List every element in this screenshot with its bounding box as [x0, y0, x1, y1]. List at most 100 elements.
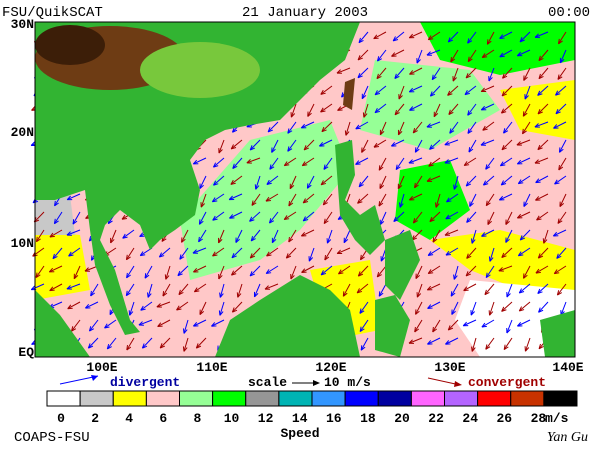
land: [385, 230, 420, 300]
speed-region: [35, 230, 90, 300]
colorbar-tick-label: 6: [159, 411, 167, 426]
wind-arrowhead: [121, 214, 128, 220]
wind-arrowhead: [469, 201, 474, 207]
wind-arrow: [397, 121, 405, 136]
wind-arrow: [414, 139, 423, 153]
wind-arrowhead: [429, 91, 436, 97]
wind-arrow: [357, 49, 369, 61]
wind-arrow: [517, 157, 531, 165]
wind-arrow: [556, 283, 567, 296]
wind-arrow: [398, 85, 405, 100]
wind-arrowhead: [193, 267, 199, 273]
wind-arrowhead: [521, 128, 527, 135]
wind-arrow: [287, 139, 297, 152]
wind-arrow: [218, 265, 225, 280]
land: [335, 140, 385, 255]
wind-arrow: [125, 283, 135, 296]
wind-arrow: [485, 157, 495, 170]
wind-arrow: [49, 265, 63, 273]
wind-arrowhead: [556, 253, 562, 259]
wind-arrow: [231, 265, 243, 276]
wind-arrow: [451, 301, 459, 315]
wind-arrowhead: [409, 106, 415, 111]
wind-arrowhead: [470, 238, 476, 244]
wind-arrow: [301, 121, 315, 129]
wind-arrow: [465, 175, 477, 187]
wind-arrow: [144, 265, 153, 279]
wind-arrow: [448, 103, 459, 115]
wind-arrow: [159, 247, 171, 258]
colorbar-box: [311, 390, 346, 407]
wind-arrow: [361, 139, 369, 153]
wind-arrowhead: [467, 110, 473, 116]
wind-arrowhead: [394, 109, 400, 116]
wind-arrowhead: [176, 305, 182, 311]
wind-arrow: [524, 337, 531, 352]
wind-arrowhead: [517, 322, 523, 327]
wind-arrowhead: [266, 179, 272, 185]
wind-arrow: [427, 283, 441, 291]
wind-arrow: [35, 265, 45, 278]
wind-arrow: [181, 229, 189, 243]
wind-arrowhead: [379, 129, 385, 136]
legend-scale-value: 10 m/s: [324, 375, 371, 390]
wind-arrowhead: [485, 344, 491, 350]
wind-arrow: [518, 175, 531, 185]
wind-arrowhead: [35, 272, 41, 278]
wind-arrowhead: [232, 163, 238, 169]
wind-arrowhead: [480, 105, 487, 111]
colorbar-tick-label: 10: [224, 411, 240, 426]
wind-arrowhead: [523, 201, 528, 207]
wind-arrowhead: [357, 72, 363, 79]
wind-arrow: [156, 301, 171, 308]
wind-arrow: [427, 247, 441, 256]
wind-arrowhead: [320, 89, 326, 95]
wind-arrowhead: [193, 287, 200, 293]
wind-arrow: [219, 301, 225, 316]
wind-arrow: [342, 283, 351, 297]
wind-arrowhead: [394, 73, 400, 80]
wind-arrowhead: [212, 215, 218, 221]
wind-arrow: [501, 103, 513, 114]
wind-arrowhead: [485, 200, 491, 207]
wind-arrowhead: [415, 309, 420, 315]
wind-arrowhead: [53, 218, 59, 225]
colorbar-box: [179, 390, 214, 407]
wind-arrowhead: [470, 310, 475, 316]
wind-arrowhead: [192, 159, 199, 165]
colorbar-tick-label: 2: [91, 411, 99, 426]
wind-arrowhead: [484, 289, 490, 296]
wind-arrowhead: [412, 218, 418, 224]
wind-arrow: [66, 283, 81, 290]
wind-arrow: [505, 229, 513, 243]
map: [30, 21, 576, 358]
wind-arrowhead: [300, 123, 307, 129]
wind-arrowhead: [450, 56, 456, 63]
wind-arrowhead: [414, 147, 420, 153]
wind-arrowhead: [373, 34, 379, 40]
land: [35, 22, 360, 335]
wind-arrow: [336, 67, 351, 74]
wind-arrow: [463, 157, 477, 166]
wind-arrow: [140, 301, 153, 311]
wind-arrowhead: [463, 161, 470, 167]
wind-arrow: [518, 283, 531, 294]
wind-arrowhead: [109, 309, 115, 316]
wind-arrow: [355, 121, 369, 130]
wind-arrow: [463, 319, 477, 327]
wind-arrowhead: [228, 195, 235, 201]
wind-arrowhead: [230, 144, 237, 150]
wind-arrow: [408, 157, 423, 164]
wind-arrow: [373, 139, 387, 148]
wind-arrowhead: [517, 251, 524, 257]
wind-arrow: [265, 193, 279, 202]
wind-arrowhead: [429, 144, 435, 150]
wind-arrow: [377, 49, 387, 62]
wind-arrowhead: [288, 201, 294, 207]
wind-arrow: [126, 337, 135, 351]
wind-arrowhead: [218, 273, 223, 280]
wind-arrowhead: [66, 285, 72, 290]
wind-arrow: [391, 49, 405, 57]
wind-arrow: [142, 337, 153, 349]
wind-arrow: [465, 265, 477, 277]
